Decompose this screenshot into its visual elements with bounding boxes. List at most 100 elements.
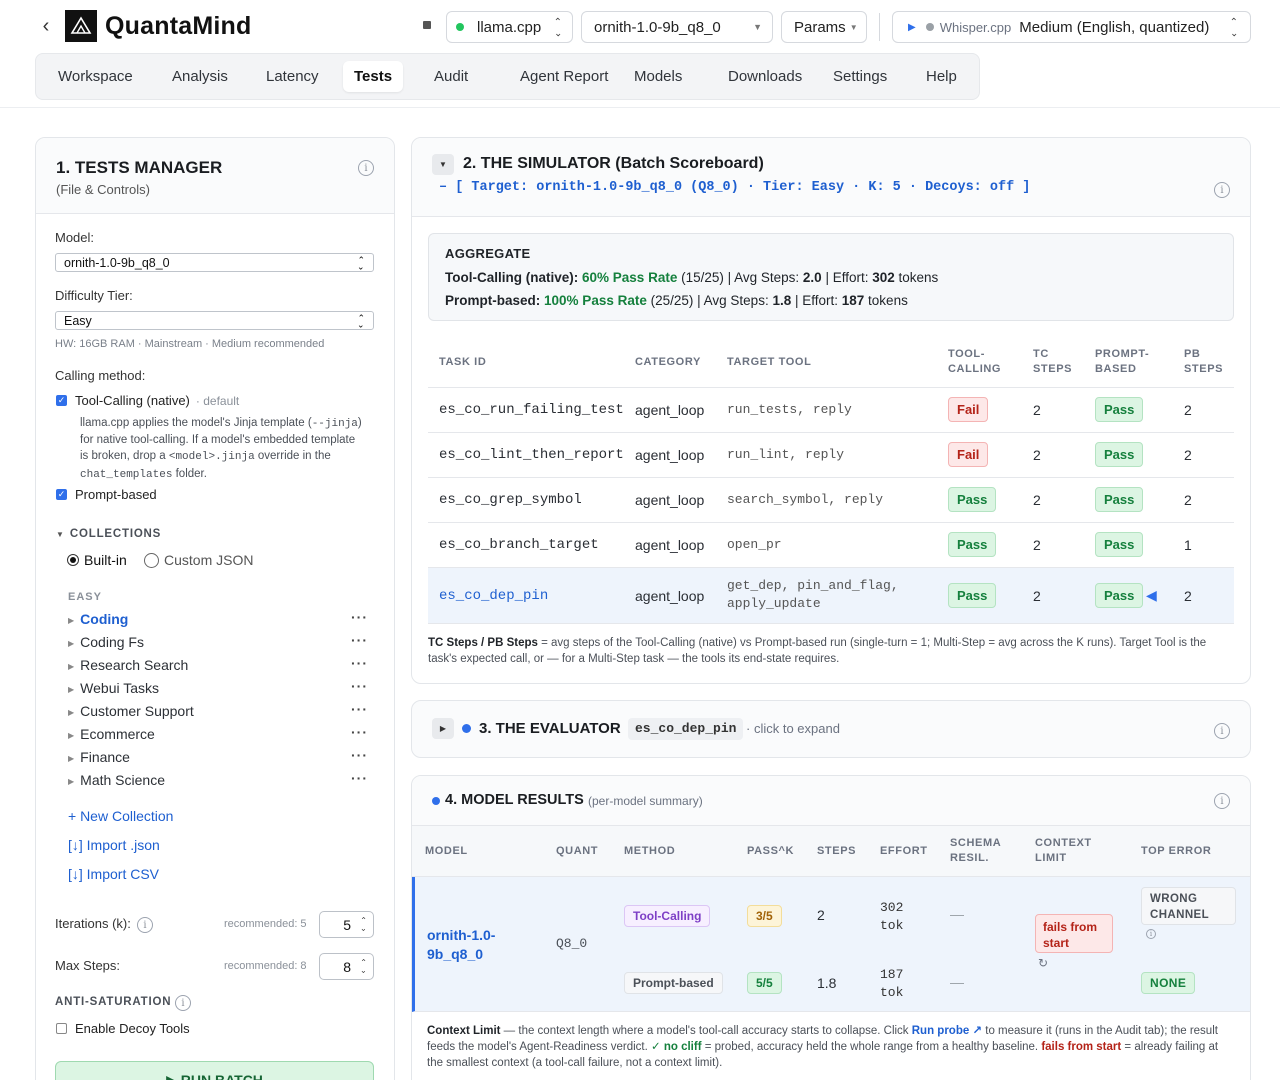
custom-json-label: Custom JSON	[164, 552, 254, 568]
table-row[interactable]	[428, 387, 1234, 432]
tab-help[interactable]: Help	[926, 68, 957, 85]
tc-steps: 2	[1033, 537, 1041, 553]
engine-select[interactable]: llama.cpp ⌃ ⌃	[446, 11, 573, 43]
tab-audit[interactable]: Audit	[434, 68, 469, 85]
builtin-radio[interactable]: Built-in	[67, 552, 127, 568]
aggregate-tool-calling: Tool-Calling (native): 60% Pass Rate (15…	[445, 270, 939, 285]
collection-item[interactable]: ▶ Math Science	[68, 772, 165, 788]
custom-json-radio[interactable]: Custom JSON	[144, 552, 253, 568]
tc-result-badge: Pass	[948, 487, 997, 512]
decoy-tools-option[interactable]: Enable Decoy Tools	[56, 1021, 190, 1036]
play-icon[interactable]: ▶	[908, 21, 916, 33]
table-row[interactable]	[428, 432, 1234, 477]
collection-item[interactable]: ▶ Customer Support	[68, 703, 194, 719]
collection-item[interactable]: ▶ Research Search	[68, 657, 189, 673]
tab-downloads[interactable]: Downloads	[728, 68, 803, 85]
new-collection-link[interactable]: + New Collection	[68, 808, 174, 824]
info-icon[interactable]: i	[1214, 182, 1230, 198]
stop-icon[interactable]	[423, 21, 431, 29]
tab-latency[interactable]: Latency	[266, 68, 319, 85]
radio-unselected-icon[interactable]	[144, 552, 159, 568]
import-json-link[interactable]: [↓] Import .json	[68, 837, 160, 853]
col-pb-steps: PB STEPS	[1184, 348, 1224, 375]
tab-workspace[interactable]: Workspace	[58, 68, 133, 85]
tab-models[interactable]: Models	[634, 68, 683, 85]
table-row[interactable]	[428, 477, 1234, 522]
collection-item[interactable]: ▶ Coding Fs	[68, 634, 144, 650]
info-icon[interactable]: i	[175, 995, 191, 1011]
max-steps-label: Max Steps:	[55, 958, 121, 973]
updown-icon[interactable]: ⌃ ⌃	[360, 916, 367, 933]
pb-result-badge: Pass	[1095, 442, 1144, 467]
tc-steps: 2	[1033, 588, 1041, 604]
tab-agent-report[interactable]: Agent Report	[520, 68, 609, 85]
more-icon[interactable]: ···	[351, 724, 368, 740]
pass-k-badge: 5/5	[747, 972, 782, 994]
model-select[interactable]: ornith-1.0-9b_q8_0 ▼	[581, 11, 773, 43]
hw-note: HW: 16GB RAM · Mainstream · Medium recom…	[55, 338, 325, 350]
info-icon[interactable]: i	[358, 160, 374, 176]
task-id[interactable]: es_co_dep_pin	[439, 588, 549, 604]
result-model-name[interactable]: ornith-1.0- 9b_q8_0	[427, 927, 496, 962]
info-icon[interactable]: i	[1214, 723, 1230, 739]
back-chevron-icon[interactable]: ‹	[42, 15, 50, 37]
collection-item[interactable]: ▶ Finance	[68, 749, 130, 765]
rerun-probe-icon[interactable]: ↻	[1038, 956, 1049, 970]
more-icon[interactable]: ···	[351, 747, 368, 763]
radio-selected-icon[interactable]	[67, 554, 79, 566]
updown-icon[interactable]: ⌃ ⌃	[360, 958, 367, 975]
more-icon[interactable]: ···	[351, 770, 368, 786]
caret-right-icon: ▶	[68, 777, 75, 786]
collections-toggle[interactable]: ▼ COLLECTIONS	[56, 528, 161, 540]
tier-dropdown[interactable]: Easy ⌃ ⌃	[55, 311, 374, 330]
pb-steps: 2	[1184, 447, 1192, 463]
whisper-select[interactable]: ▶ Whisper.cpp Medium (English, quantized…	[892, 11, 1251, 43]
tab-settings[interactable]: Settings	[833, 68, 888, 85]
collection-item[interactable]: ▶ Coding	[68, 611, 129, 627]
collection-item[interactable]: ▶ Ecommerce	[68, 726, 155, 742]
import-csv-link[interactable]: [↓] Import CSV	[68, 866, 160, 882]
task-id: es_co_branch_target	[439, 537, 599, 553]
model-dropdown[interactable]: ornith-1.0-9b_q8_0 ⌃ ⌃	[55, 253, 374, 272]
run-batch-button[interactable]: ▶ RUN BATCH	[55, 1061, 374, 1080]
caret-right-icon: ▶	[68, 685, 75, 694]
iterations-stepper[interactable]: 5 ⌃ ⌃	[319, 911, 374, 938]
col-quant: QUANT	[556, 845, 599, 857]
result-steps: 2	[817, 907, 825, 923]
category: agent_loop	[635, 537, 705, 553]
params-button[interactable]: Params ▼	[781, 11, 867, 43]
expand-caret-icon[interactable]: ▶	[432, 718, 454, 739]
selected-arrow-icon: ◀	[1146, 587, 1157, 603]
more-icon[interactable]: ···	[351, 655, 368, 671]
group-easy-label: EASY	[68, 591, 102, 603]
col-top-error: TOP ERROR	[1141, 845, 1212, 857]
target-tool: get_dep, pin_and_flag,	[727, 578, 899, 593]
evaluator-panel[interactable]	[411, 700, 1251, 758]
more-icon[interactable]: ···	[351, 701, 368, 717]
task-id: es_co_lint_then_report	[439, 447, 624, 463]
collapse-caret-icon[interactable]: ▼	[432, 154, 454, 175]
max-steps-stepper[interactable]: 8 ⌃ ⌃	[319, 953, 374, 980]
method-badge: Tool-Calling	[624, 905, 711, 927]
more-icon[interactable]: ···	[351, 678, 368, 694]
model-result-row[interactable]	[412, 877, 1250, 1012]
tab-analysis[interactable]: Analysis	[172, 68, 228, 85]
checkbox-checked-icon[interactable]: ✓	[56, 489, 67, 500]
info-icon[interactable]: i	[1146, 929, 1156, 939]
run-probe-link[interactable]: Run probe ↗	[911, 1025, 983, 1037]
tc-result-badge: Fail	[948, 442, 989, 467]
more-icon[interactable]: ···	[351, 632, 368, 648]
collection-item[interactable]: ▶ Webui Tasks	[68, 680, 160, 696]
aggregate-prompt-based: Prompt-based: 100% Pass Rate (25/25) | A…	[445, 293, 908, 308]
checkbox-unchecked-icon[interactable]	[56, 1023, 67, 1034]
tab-tests[interactable]: Tests	[343, 61, 404, 92]
tier-dropdown-value: Easy	[64, 313, 92, 328]
more-icon[interactable]: ···	[351, 609, 368, 625]
table-row[interactable]	[428, 522, 1234, 567]
info-icon[interactable]: i	[1214, 793, 1230, 809]
prompt-based-option[interactable]: ✓ Prompt-based	[56, 487, 157, 502]
checkbox-checked-icon[interactable]: ✓	[56, 395, 67, 406]
tool-calling-option[interactable]: ✓ Tool-Calling (native) · default	[56, 393, 239, 408]
info-icon[interactable]: i	[137, 917, 153, 933]
iterations-value: 5	[343, 916, 351, 933]
